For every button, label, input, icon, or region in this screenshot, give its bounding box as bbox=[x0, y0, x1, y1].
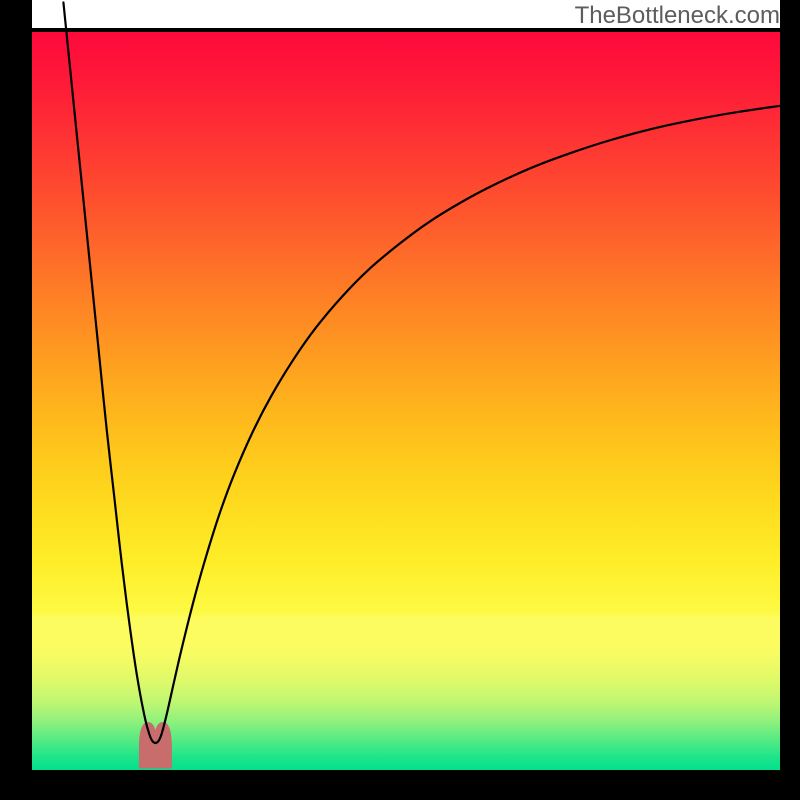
curve-layer bbox=[0, 0, 800, 800]
frame-right bbox=[780, 0, 800, 800]
bottleneck-curve bbox=[63, 2, 780, 742]
frame-bottom bbox=[0, 770, 800, 800]
dip-bump bbox=[139, 722, 172, 768]
watermark-text: TheBottleneck.com bbox=[575, 2, 780, 30]
frame-left bbox=[0, 0, 32, 800]
canvas: TheBottleneck.com bbox=[0, 0, 800, 800]
